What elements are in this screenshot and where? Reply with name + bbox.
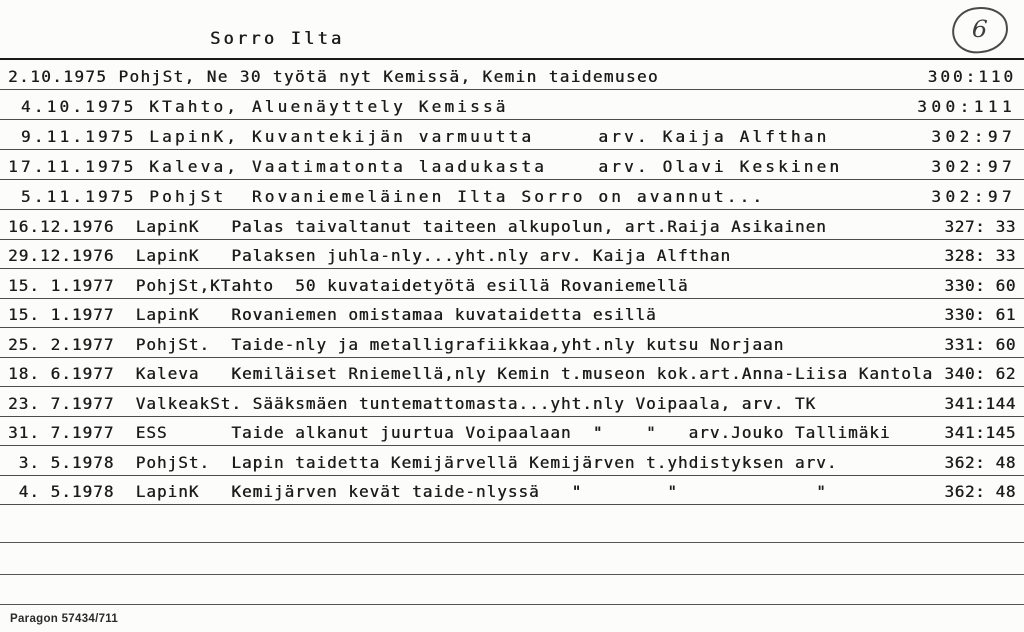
entry-text: 4. 5.1978 LapinK Kemijärven kevät taide-…: [8, 482, 827, 501]
entry-reference: 300:110: [927, 67, 1016, 86]
entry-text: 29.12.1976 LapinK Palaksen juhla-nly...y…: [8, 246, 732, 265]
entry-text: 16.12.1976 LapinK Palas taivaltanut tait…: [8, 216, 827, 236]
entry-text: 18. 6.1977 Kaleva Kemiläiset Rniemellä,n…: [8, 364, 934, 383]
entry-text: 4.10.1975 KTahto, Aluenäyttely Kemissä: [8, 97, 509, 116]
entry-reference: 300:111: [917, 97, 1016, 116]
entry-text: 3. 5.1978 PohjSt. Lapin taidetta Kemijär…: [8, 452, 838, 472]
page-number: 6: [971, 14, 989, 44]
table-row: 16.12.1976 LapinK Palas taivaltanut tait…: [0, 210, 1024, 240]
table-row: 3. 5.1978 PohjSt. Lapin taidetta Kemijär…: [0, 446, 1024, 476]
entry-text: 15. 1.1977 PohjSt,KTahto 50 kuvataidetyö…: [8, 275, 689, 295]
entry-reference: 331: 60: [944, 334, 1016, 354]
entry-text: 9.11.1975 LapinK, Kuvantekijän varmuutta…: [8, 127, 830, 146]
table-row: 31. 7.1977 ESS Taide alkanut juurtua Voi…: [0, 417, 1024, 446]
entry-text: 25. 2.1977 PohjSt. Taide-nly ja metallig…: [8, 334, 785, 354]
entry-text: 2.10.1975 PohjSt, Ne 30 työtä nyt Kemiss…: [8, 67, 659, 86]
table-row: 4.10.1975 KTahto, Aluenäyttely Kemissä 3…: [0, 90, 1024, 120]
table-row: 25. 2.1977 PohjSt. Taide-nly ja metallig…: [0, 328, 1024, 358]
table-row: 4. 5.1978 LapinK Kemijärven kevät taide-…: [0, 476, 1024, 505]
table-row: 18. 6.1977 Kaleva Kemiläiset Rniemellä,n…: [0, 358, 1024, 387]
table-row: 29.12.1976 LapinK Palaksen juhla-nly...y…: [0, 240, 1024, 269]
entry-reference: 330: 61: [944, 305, 1016, 324]
table-row: 9.11.1975 LapinK, Kuvantekijän varmuutta…: [0, 120, 1024, 150]
entry-reference: 327: 33: [944, 216, 1016, 236]
ruled-line: [0, 575, 1024, 605]
table-row: 15. 1.1977 PohjSt,KTahto 50 kuvataidetyö…: [0, 269, 1024, 299]
entry-reference: 340: 62: [944, 364, 1016, 383]
table-row: 5.11.1975 PohjSt Rovaniemeläinen Ilta So…: [0, 180, 1024, 210]
entry-text: 5.11.1975 PohjSt Rovaniemeläinen Ilta So…: [8, 187, 766, 206]
entry-reference: 341:144: [944, 393, 1016, 413]
table-row: 17.11.1975 Kaleva, Vaatimatonta laadukas…: [0, 150, 1024, 180]
table-row: 23. 7.1977 ValkeakSt. Sääksmäen tuntemat…: [0, 387, 1024, 417]
entry-reference: 302:97: [931, 157, 1016, 176]
table-row: 15. 1.1977 LapinK Rovaniemen omistamaa k…: [0, 299, 1024, 328]
entry-reference: 341:145: [944, 423, 1016, 442]
entry-reference: 302:97: [931, 127, 1016, 146]
entry-reference: 362: 48: [944, 482, 1016, 501]
footer-brand: Paragon 57434/711: [10, 613, 119, 625]
entry-text: 23. 7.1977 ValkeakSt. Sääksmäen tuntemat…: [8, 393, 817, 413]
entry-reference: 330: 60: [944, 275, 1016, 295]
entries-table: 2.10.1975 PohjSt, Ne 30 työtä nyt Kemiss…: [0, 60, 1024, 505]
document-header: Sorro Ilta 6: [0, 0, 1024, 60]
entry-reference: 362: 48: [944, 452, 1016, 472]
entry-reference: 302:97: [931, 187, 1016, 206]
page-number-badge: 6: [949, 3, 1011, 57]
entry-text: 15. 1.1977 LapinK Rovaniemen omistamaa k…: [8, 305, 657, 324]
page-title: Sorro Ilta: [210, 29, 345, 49]
ruled-line: [0, 543, 1024, 575]
entry-reference: 328: 33: [944, 246, 1016, 265]
entry-text: 17.11.1975 Kaleva, Vaatimatonta laadukas…: [8, 157, 843, 176]
ruled-line: [0, 505, 1024, 543]
table-row: 2.10.1975 PohjSt, Ne 30 työtä nyt Kemiss…: [0, 60, 1024, 90]
entry-text: 31. 7.1977 ESS Taide alkanut juurtua Voi…: [8, 423, 891, 442]
